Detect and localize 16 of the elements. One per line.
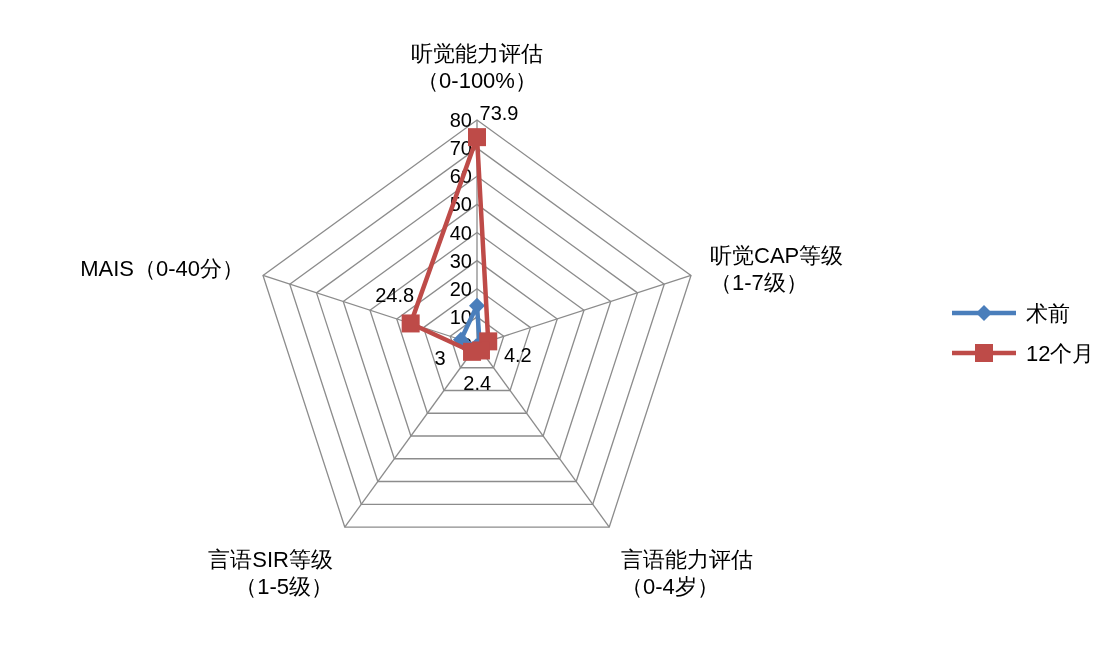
legend-label: 12个月 bbox=[1026, 341, 1095, 366]
spoke-label: MAIS（0-40分） bbox=[80, 256, 244, 282]
data-label: 24.8 bbox=[375, 284, 415, 307]
data-label: 73.9 bbox=[479, 102, 519, 125]
data-label: 4.2 bbox=[503, 343, 532, 366]
spoke-label: 言语SIR等级（1-5级） bbox=[208, 547, 333, 600]
legend-label: 术前 bbox=[1026, 301, 1070, 326]
spoke-label: 听觉能力评估（0-100%） bbox=[411, 41, 543, 93]
data-label: 2.4 bbox=[463, 371, 492, 394]
y-tick-label: 30 bbox=[449, 249, 472, 272]
spoke-label: 言语能力评估（0-4岁） bbox=[621, 547, 754, 600]
y-tick-label: 80 bbox=[449, 109, 472, 131]
spoke-label: 听觉CAP等级（1-7级） bbox=[710, 242, 844, 295]
y-tick-label: 20 bbox=[449, 277, 472, 300]
y-tick-label: 40 bbox=[449, 221, 472, 244]
data-label: 3 bbox=[434, 347, 446, 370]
